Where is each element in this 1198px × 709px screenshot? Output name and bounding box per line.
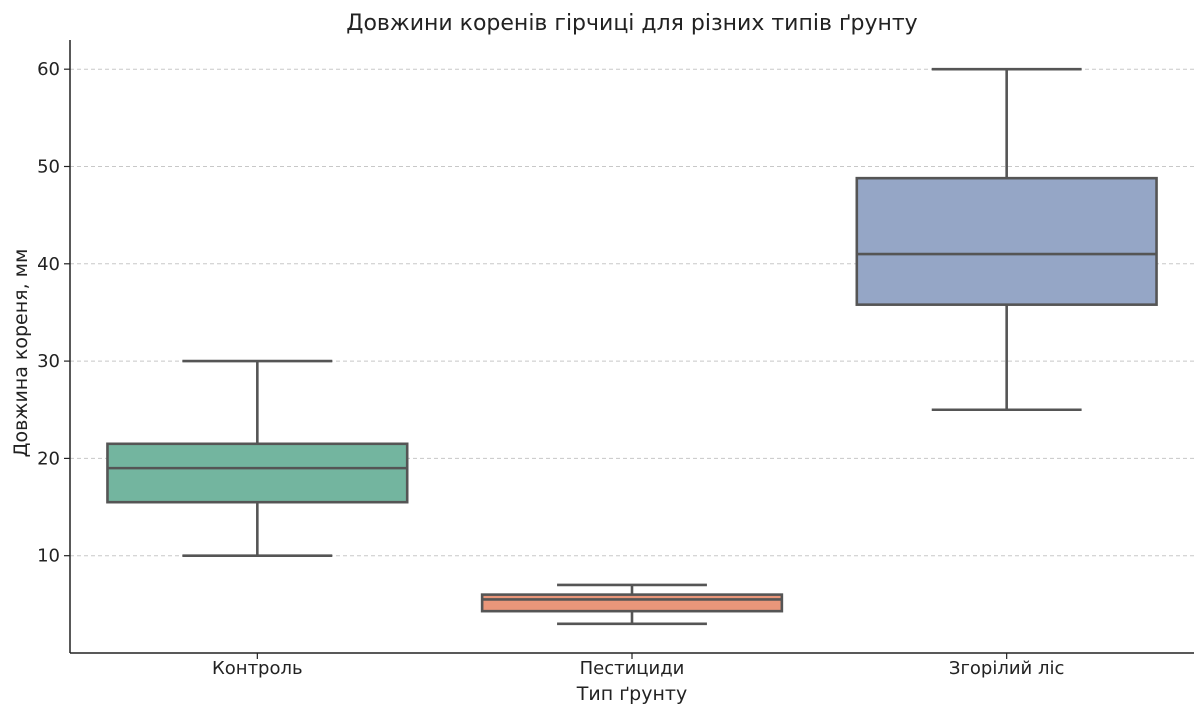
y-tick-label-30: 30 [37, 351, 60, 372]
y-tick-label-10: 10 [37, 546, 60, 567]
box-group-0 [106, 359, 409, 557]
chart-title: Довжини коренів гірчиці для різних типів… [346, 11, 917, 36]
box-group-2 [855, 67, 1158, 412]
x-tick-label-1: Пестициди [580, 658, 685, 679]
box-group-1 [480, 583, 784, 626]
grid-layer [70, 68, 1194, 557]
axis-layer [69, 40, 1194, 654]
x-axis-title: Тип ґрунту [576, 683, 687, 705]
x-tick-label-0: Контроль [212, 658, 303, 679]
y-tick-label-50: 50 [37, 156, 60, 177]
y-tick-label-60: 60 [37, 59, 60, 80]
x-tick-label-2: Згорілий ліс [949, 658, 1064, 679]
box-layer [106, 67, 1158, 626]
x-tick-layer: Контроль Пестициди Згорілий ліс [212, 653, 1064, 679]
y-axis-title: Довжина кореня, мм [10, 249, 32, 458]
box-iqr-1 [480, 593, 784, 613]
box-iqr-2 [855, 176, 1158, 306]
y-tick-label-40: 40 [37, 254, 60, 275]
box-iqr-0 [106, 442, 409, 504]
y-tick-layer: 10 20 30 40 50 60 [37, 59, 70, 567]
y-tick-label-20: 20 [37, 448, 60, 469]
